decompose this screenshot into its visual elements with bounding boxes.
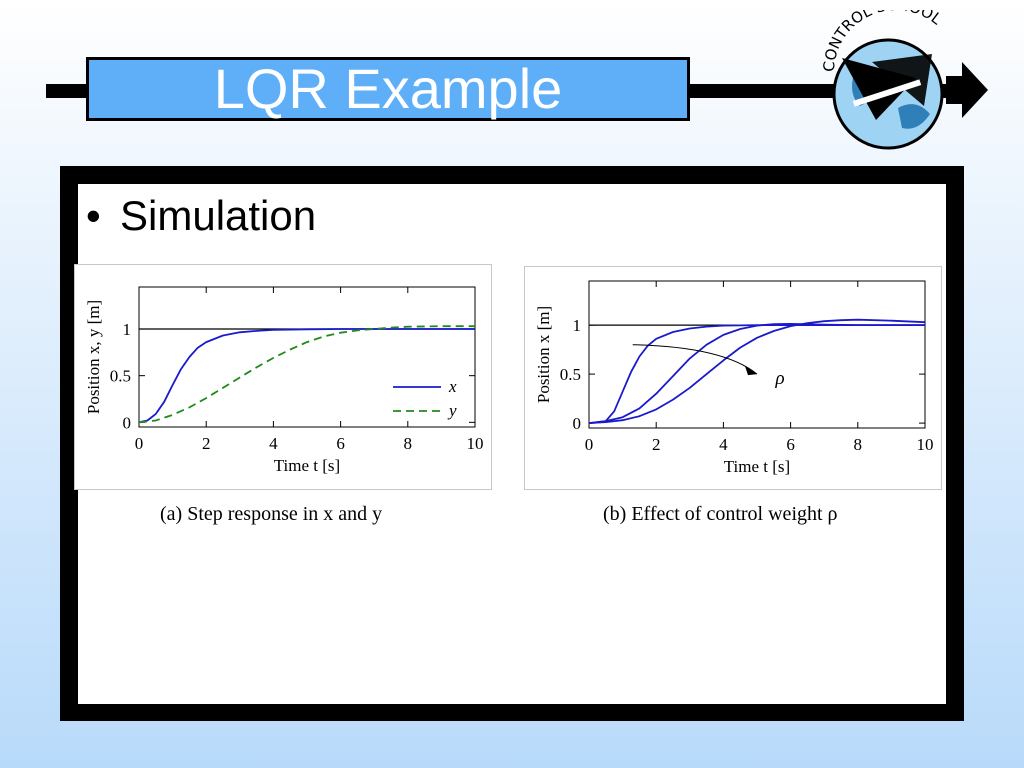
x-tick-label: 10 — [917, 435, 934, 454]
rho-arrow — [632, 344, 758, 375]
x-tick-label: 6 — [786, 435, 795, 454]
x-tick-label: 4 — [719, 435, 728, 454]
control-school-logo: CONTROL SCHOOL — [820, 10, 988, 150]
slide-title: LQR Example — [213, 57, 563, 120]
chart-panel-a: 0 2 4 6 8 10 0 0.5 1 Time t [s] Position x, y [m] x… — [74, 264, 492, 490]
x-tick-label: 6 — [336, 434, 345, 453]
y-tick-label: 0.5 — [110, 367, 131, 386]
bullet-item: • Simulation — [86, 192, 316, 240]
y-tick-label: 0 — [573, 414, 582, 433]
y-tick-label: 1 — [123, 320, 132, 339]
x-tick-label: 0 — [585, 435, 594, 454]
x-tick-label: 0 — [135, 434, 144, 453]
x-axis-label: Time t [s] — [724, 457, 790, 476]
y-axis-label: Position x [m] — [534, 306, 553, 403]
x-tick-label: 2 — [652, 435, 661, 454]
x-tick-label: 8 — [854, 435, 863, 454]
y-tick-label: 1 — [573, 316, 582, 335]
bullet-dot: • — [86, 192, 101, 239]
step-response-chart: 0 2 4 6 8 10 0 0.5 1 Time t [s] Position x, y [m] x… — [84, 286, 484, 475]
bullet-text: Simulation — [120, 192, 317, 239]
x-tick-label: 8 — [404, 434, 413, 453]
rho-annotation: ρ — [774, 368, 784, 389]
x-axis-label: Time t [s] — [274, 456, 340, 475]
plot-frame — [138, 286, 476, 428]
series-line-2 — [588, 323, 925, 424]
control-weight-chart: 0 2 4 6 8 10 0 0.5 1 Time t [s] Position x [m] ρ — [534, 280, 934, 476]
chart-panel-b: 0 2 4 6 8 10 0 0.5 1 Time t [s] Position x [m] ρ — [524, 266, 942, 490]
x-tick-label: 10 — [467, 434, 484, 453]
caption-b: (b) Effect of control weight ρ — [603, 503, 838, 525]
y-axis-label: Position x, y [m] — [84, 300, 103, 414]
plot-frame — [588, 280, 926, 429]
y-tick-label: 0.5 — [560, 365, 581, 384]
rho-arrow-head — [745, 366, 757, 376]
legend-label-x: x — [448, 377, 457, 396]
x-tick-label: 4 — [269, 434, 278, 453]
series-line-y — [138, 325, 475, 424]
series-line-3 — [588, 318, 926, 424]
title-box — [86, 57, 690, 121]
logo-arrow-icon — [946, 62, 988, 118]
series-line-x — [138, 328, 475, 424]
x-tick-label: 2 — [202, 434, 211, 453]
series-line-1 — [588, 324, 925, 424]
legend-label-y: y — [447, 401, 457, 420]
y-tick-label: 0 — [123, 413, 132, 432]
caption-a: (a) Step response in x and y — [160, 503, 383, 525]
